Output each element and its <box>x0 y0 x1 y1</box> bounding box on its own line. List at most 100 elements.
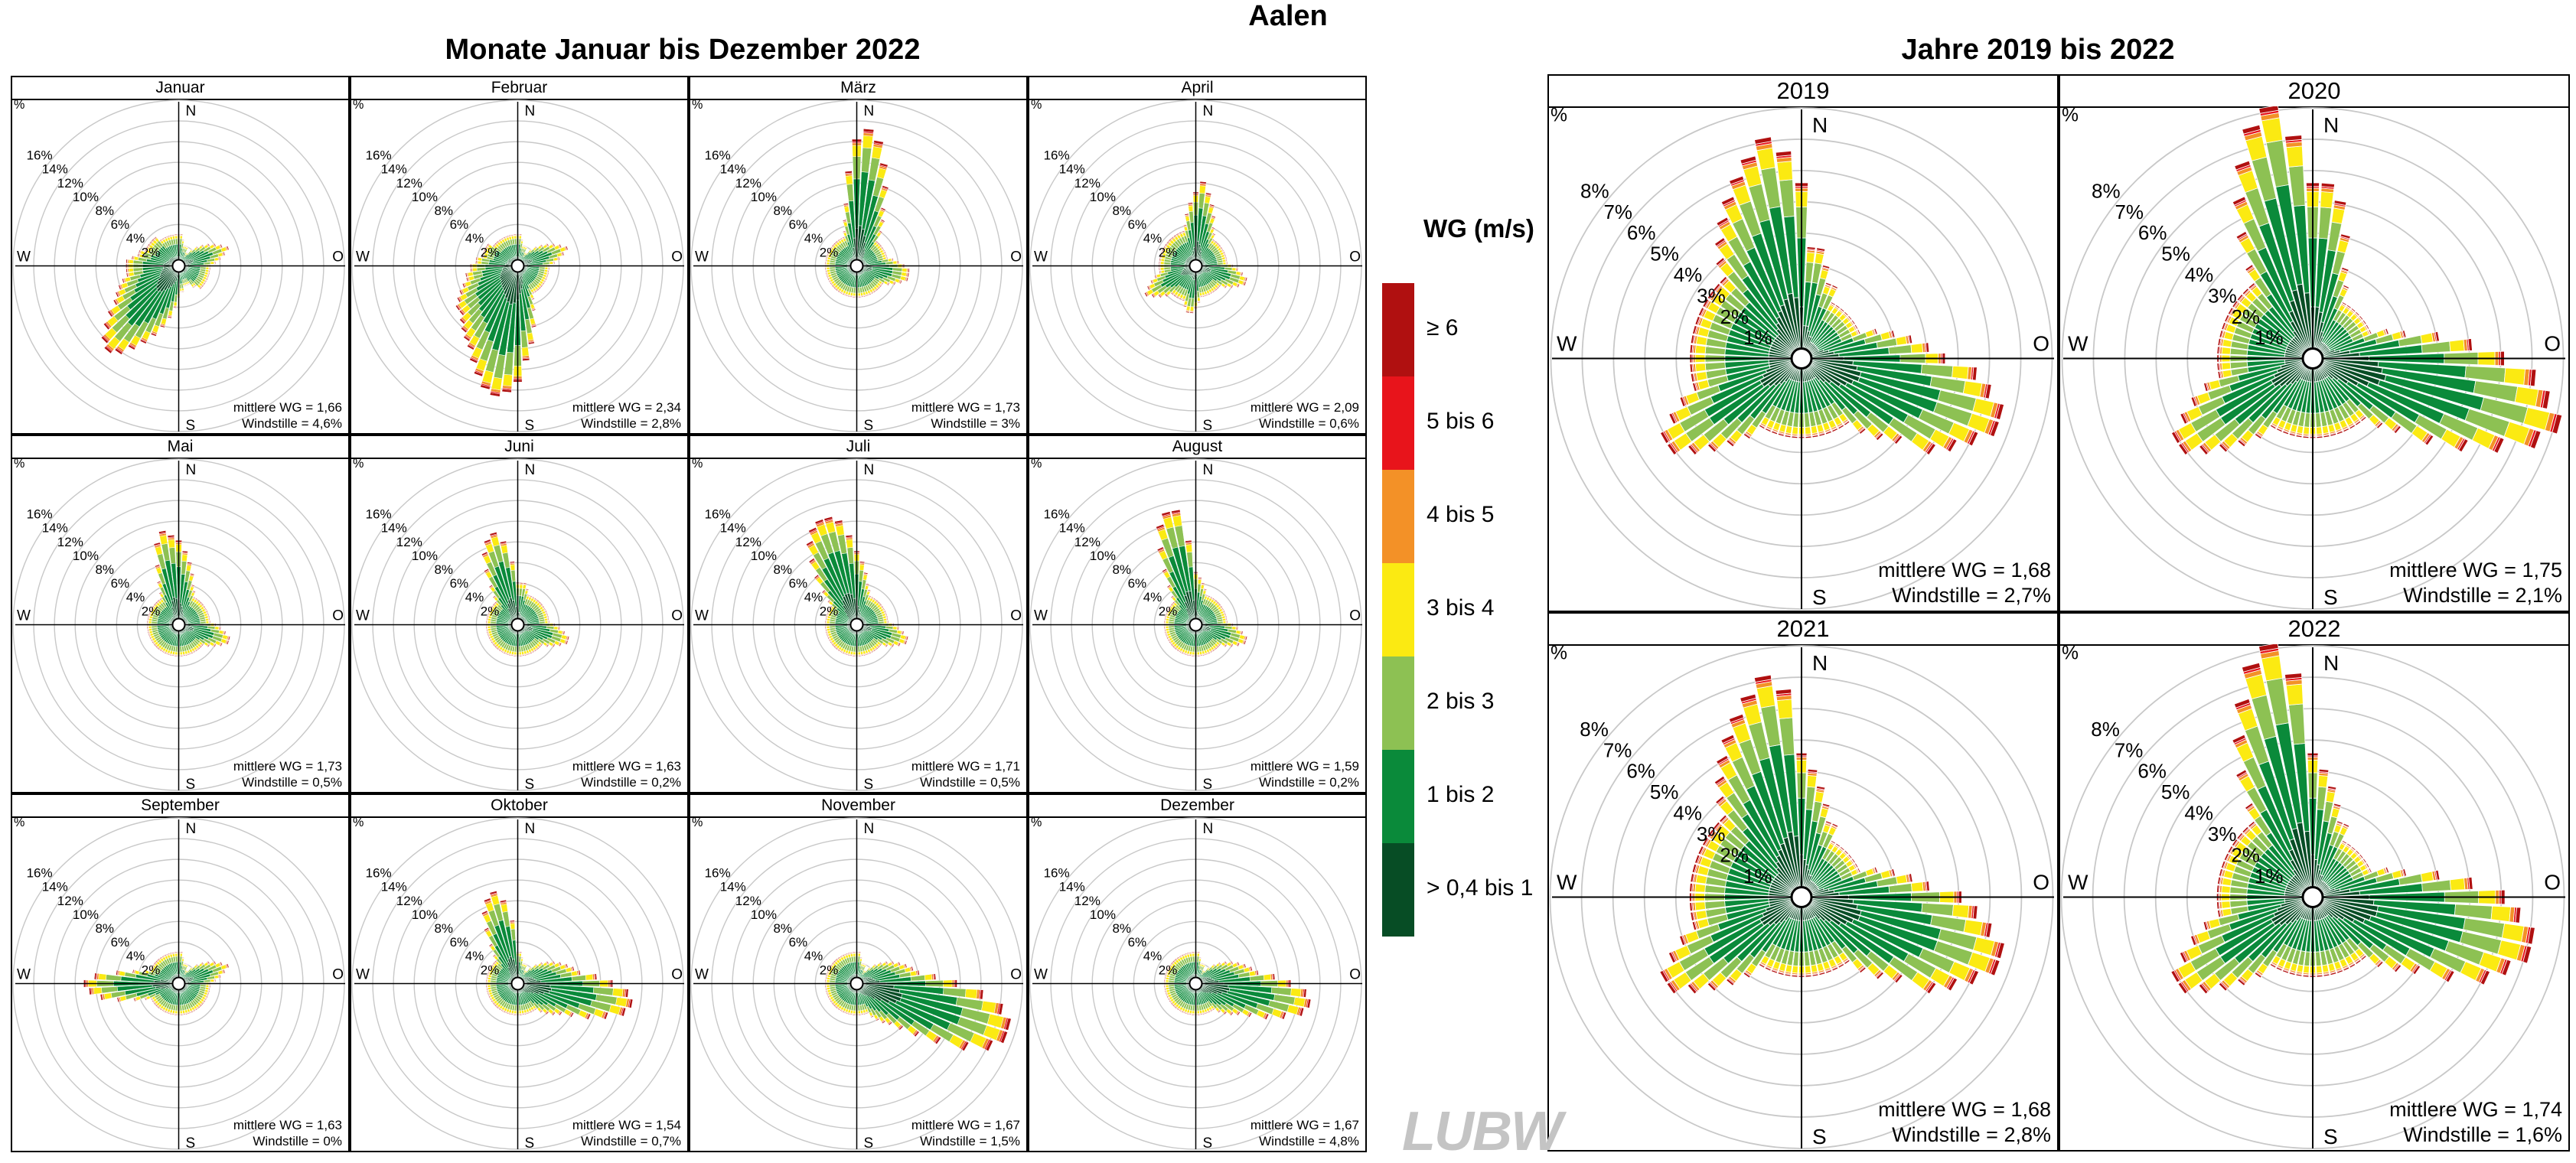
calm-circle <box>1190 978 1202 990</box>
panel-title: Juli <box>690 436 1026 459</box>
direction-label: S <box>864 777 874 792</box>
percent-unit: % <box>2062 106 2079 126</box>
ring-label: 12% <box>57 894 83 908</box>
ring-label: 8% <box>1112 562 1131 577</box>
ring-label: 14% <box>381 521 407 536</box>
ring-label: 2% <box>1159 604 1178 618</box>
calm-text: Windstille = 2,1% <box>2403 584 2562 608</box>
calm-circle <box>851 619 863 631</box>
ring-label: 10% <box>1090 549 1116 563</box>
calm-circle <box>1190 619 1202 631</box>
ring-label: 6% <box>789 576 808 591</box>
ring-label: 5% <box>1650 243 1679 266</box>
ring-label: 14% <box>1059 880 1085 894</box>
ring-label: 12% <box>57 176 83 191</box>
calm-circle <box>173 260 185 272</box>
ring-label: 6% <box>450 217 469 232</box>
ring-label: 8% <box>434 562 453 577</box>
direction-label: O <box>2544 871 2561 894</box>
ring-label: 6% <box>1128 217 1147 232</box>
ring-label: 4% <box>465 231 484 246</box>
panel-title: April <box>1029 77 1365 100</box>
ring-label: 10% <box>73 190 99 204</box>
mean-speed-text: mittlere WG = 1,66 <box>233 400 342 415</box>
ring-label: 4% <box>1143 590 1162 604</box>
ring-label: 14% <box>1059 521 1085 536</box>
ring-label: 6% <box>450 576 469 591</box>
panel-title: Januar <box>12 77 348 100</box>
ring-label: 4% <box>126 590 145 604</box>
calm-text: Windstille = 0,7% <box>581 1134 681 1149</box>
ring-label: 14% <box>381 162 407 177</box>
ring-label: 8% <box>1112 921 1131 936</box>
calm-text: Windstille = 1,6% <box>2403 1123 2562 1147</box>
ring-label: 6% <box>1128 576 1147 591</box>
direction-label: S <box>2323 585 2338 609</box>
direction-label: O <box>2033 332 2049 356</box>
ring-label: 4% <box>126 231 145 246</box>
mean-speed-text: mittlere WG = 1,67 <box>1251 1118 1359 1133</box>
calm-text: Windstille = 0,5% <box>242 775 342 790</box>
direction-label: N <box>864 821 875 837</box>
ring-label: 1% <box>2255 865 2284 888</box>
direction-label: N <box>186 821 197 837</box>
mean-speed-text: mittlere WG = 1,75 <box>2389 559 2562 582</box>
ring-label: 16% <box>1044 148 1070 163</box>
direction-label: N <box>864 462 875 478</box>
panel-title: 2019 <box>1549 76 2057 108</box>
ring-label: 10% <box>751 549 777 563</box>
ring-label: 5% <box>2161 780 2190 803</box>
percent-unit: % <box>1031 458 1042 471</box>
legend-label: ≥ 6 <box>1427 315 1458 341</box>
percent-unit: % <box>1031 816 1042 829</box>
direction-label: S <box>525 777 535 792</box>
ring-label: 16% <box>27 148 53 163</box>
direction-label: W <box>1034 608 1048 624</box>
ring-label: 16% <box>705 866 731 881</box>
ring-label: 8% <box>773 921 792 936</box>
mean-speed-text: mittlere WG = 1,68 <box>1878 1098 2051 1122</box>
ring-label: 7% <box>2115 200 2144 223</box>
percent-unit: % <box>353 816 364 829</box>
direction-label: O <box>1010 608 1022 624</box>
ring-label: 16% <box>705 507 731 522</box>
direction-label: N <box>525 821 536 837</box>
ring-label: 6% <box>111 576 130 591</box>
ring-label: 12% <box>396 535 422 549</box>
direction-label: N <box>1812 113 1828 137</box>
direction-label: N <box>1203 462 1214 478</box>
ring-label: 14% <box>381 880 407 894</box>
ring-label: 4% <box>2184 802 2213 825</box>
ring-label: 14% <box>720 162 746 177</box>
percent-unit: % <box>1550 644 1567 664</box>
ring-label: 16% <box>366 507 392 522</box>
direction-label: W <box>695 249 709 266</box>
direction-label: N <box>525 462 536 478</box>
direction-label: W <box>2068 871 2089 894</box>
direction-label: S <box>864 418 874 433</box>
ring-label: 3% <box>1697 284 1726 307</box>
ring-label: 12% <box>396 176 422 191</box>
direction-label: O <box>332 967 344 983</box>
ring-label: 6% <box>111 217 130 232</box>
ring-label: 14% <box>1059 162 1085 177</box>
direction-label: W <box>1557 332 1577 356</box>
direction-label: S <box>525 418 535 433</box>
percent-unit: % <box>692 816 703 829</box>
ring-label: 1% <box>2255 326 2284 349</box>
direction-label: O <box>671 249 683 266</box>
percent-unit: % <box>353 99 364 112</box>
calm-text: Windstille = 0,6% <box>1259 416 1359 432</box>
legend-swatch <box>1382 563 1414 656</box>
